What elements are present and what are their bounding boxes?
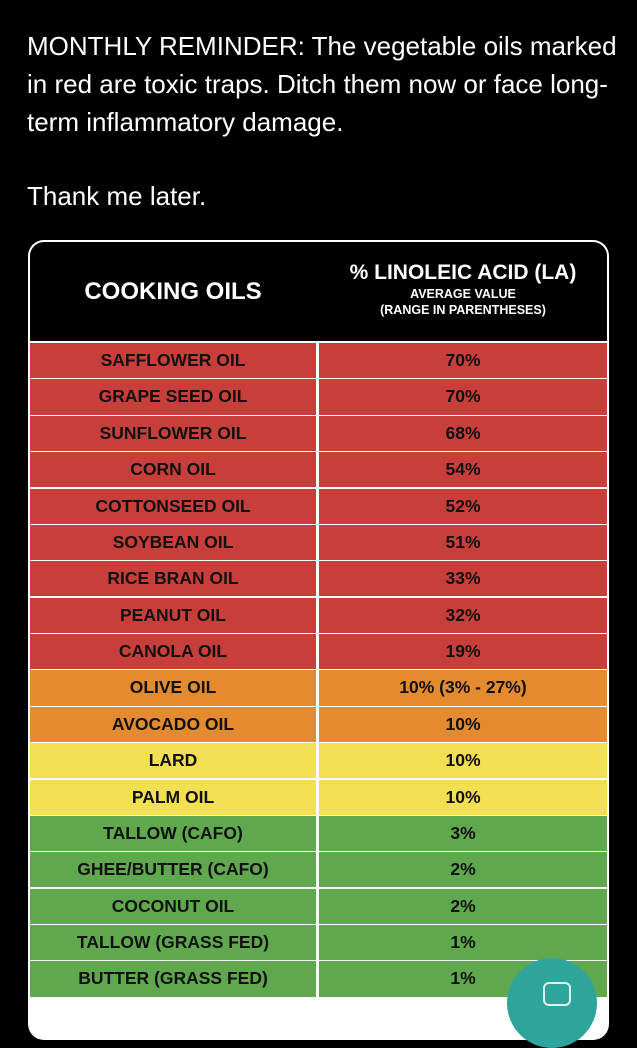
la-value-cell: 10% (3% - 27%) bbox=[319, 670, 607, 706]
oil-name-cell: TALLOW (CAFO) bbox=[30, 815, 316, 852]
table-row: COTTONSEED OIL 52% bbox=[30, 488, 607, 524]
table-row: CANOLA OIL 19% bbox=[30, 634, 607, 670]
la-value-cell: 54% bbox=[319, 452, 607, 488]
table-row: TALLOW (GRASS FED) 1% bbox=[30, 925, 607, 961]
la-value-cell: 2% bbox=[319, 888, 607, 924]
table-row: TALLOW (CAFO) 3% bbox=[30, 815, 607, 852]
oil-name-cell: SAFFLOWER OIL bbox=[30, 343, 316, 379]
col-header-la-sub2: (RANGE IN PARENTHESES) bbox=[380, 303, 546, 317]
la-value-cell: 1% bbox=[319, 925, 607, 961]
oil-name-cell: TALLOW (GRASS FED) bbox=[30, 925, 316, 961]
col-header-oils: COOKING OILS bbox=[84, 277, 262, 305]
oil-name-cell: CANOLA OIL bbox=[30, 634, 316, 670]
oil-table-image[interactable]: COOKING OILS % LINOLEIC ACID (LA) AVERAG… bbox=[28, 240, 609, 1040]
oil-name-cell: SOYBEAN OIL bbox=[30, 524, 316, 561]
table-row: SOYBEAN OIL 51% bbox=[30, 524, 607, 561]
table-row: OLIVE OIL 10% (3% - 27%) bbox=[30, 670, 607, 706]
table-row: GRAPE SEED OIL 70% bbox=[30, 379, 607, 415]
la-value-cell: 33% bbox=[319, 561, 607, 597]
oil-name-cell: LARD bbox=[30, 743, 316, 779]
oil-name-cell: PEANUT OIL bbox=[30, 597, 316, 633]
table-row: SAFFLOWER OIL 70% bbox=[30, 343, 607, 379]
post-body: MONTHLY REMINDER: The vegetable oils mar… bbox=[27, 31, 617, 137]
la-value-cell: 10% bbox=[319, 743, 607, 779]
la-value-cell: 70% bbox=[319, 343, 607, 379]
oil-name-cell: OLIVE OIL bbox=[30, 670, 316, 706]
table-row: BUTTER (GRASS FED) 1% bbox=[30, 961, 607, 997]
la-value-cell: 19% bbox=[319, 634, 607, 670]
oil-name-cell: PALM OIL bbox=[30, 779, 316, 815]
oil-name-cell: GHEE/BUTTER (CAFO) bbox=[30, 852, 316, 888]
oil-name-cell: RICE BRAN OIL bbox=[30, 561, 316, 597]
la-value-cell: 68% bbox=[319, 415, 607, 451]
table-row: COCONUT OIL 2% bbox=[30, 888, 607, 924]
la-value-cell: 3% bbox=[319, 815, 607, 852]
table-row: LARD 10% bbox=[30, 743, 607, 779]
oil-name-cell: GRAPE SEED OIL bbox=[30, 379, 316, 415]
la-value-cell: 32% bbox=[319, 597, 607, 633]
oil-name-cell: COCONUT OIL bbox=[30, 888, 316, 924]
la-value-cell: 70% bbox=[319, 379, 607, 415]
table-row: CORN OIL 54% bbox=[30, 452, 607, 488]
la-value-cell: 10% bbox=[319, 706, 607, 742]
col-header-la-sub1: AVERAGE VALUE bbox=[410, 287, 516, 301]
post-text: MONTHLY REMINDER: The vegetable oils mar… bbox=[27, 27, 627, 215]
oil-name-cell: CORN OIL bbox=[30, 452, 316, 488]
compose-icon bbox=[543, 982, 571, 1006]
oil-name-cell: BUTTER (GRASS FED) bbox=[30, 961, 316, 997]
oil-name-cell: SUNFLOWER OIL bbox=[30, 415, 316, 451]
la-value-cell: 10% bbox=[319, 779, 607, 815]
table-header: COOKING OILS % LINOLEIC ACID (LA) AVERAG… bbox=[30, 242, 607, 341]
la-value-cell: 52% bbox=[319, 488, 607, 524]
col-header-la: % LINOLEIC ACID (LA) AVERAGE VALUE (RANG… bbox=[319, 260, 607, 318]
la-value-cell: 2% bbox=[319, 852, 607, 888]
table-row: AVOCADO OIL 10% bbox=[30, 706, 607, 742]
table-row: PALM OIL 10% bbox=[30, 779, 607, 815]
table-row: PEANUT OIL 32% bbox=[30, 597, 607, 633]
oil-name-cell: COTTONSEED OIL bbox=[30, 488, 316, 524]
post-signoff: Thank me later. bbox=[27, 181, 207, 211]
col-header-la-title: % LINOLEIC ACID (LA) bbox=[349, 261, 577, 284]
table-body: SAFFLOWER OIL 70% GRAPE SEED OIL 70% SUNFLOW… bbox=[30, 343, 607, 998]
table-row: RICE BRAN OIL 33% bbox=[30, 561, 607, 597]
la-value-cell: 51% bbox=[319, 524, 607, 561]
table-row: SUNFLOWER OIL 68% bbox=[30, 415, 607, 451]
table-row: GHEE/BUTTER (CAFO) 2% bbox=[30, 852, 607, 888]
oil-name-cell: AVOCADO OIL bbox=[30, 706, 316, 742]
